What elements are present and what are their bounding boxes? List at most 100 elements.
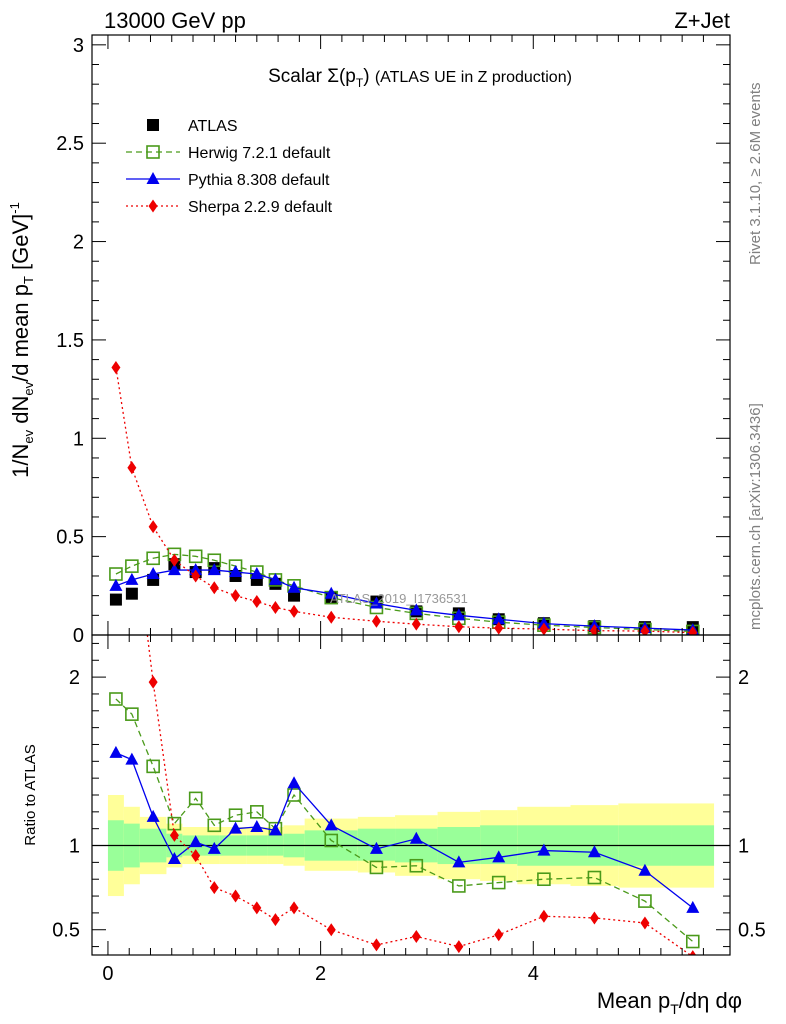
legend-marker-herwig (146, 145, 160, 159)
ratio-point-pythia (207, 841, 221, 854)
main-point-pythia (189, 563, 203, 576)
main-point-sherpa (127, 461, 137, 475)
ratio-point-sherpa (371, 938, 381, 952)
ratio-point-sherpa (111, 300, 120, 313)
legend-label-sherpa: Sherpa 2.2.9 default (188, 199, 333, 216)
ratio-point-sherpa (454, 940, 464, 954)
main-point-pythia (167, 563, 181, 576)
ratio-point-herwig (146, 759, 160, 774)
ratio-point-pythia (189, 835, 203, 848)
main-point-sherpa (539, 622, 549, 635)
ratio-point-sherpa (640, 916, 650, 930)
main-point-sherpa (371, 614, 381, 628)
main-point-sherpa (454, 620, 464, 634)
main-point-sherpa (191, 569, 201, 583)
main-point-sherpa (148, 520, 158, 534)
ratio-frame (91, 634, 731, 956)
main-point-sherpa (252, 595, 262, 609)
main-point-sherpa (640, 624, 650, 635)
ratio-point-pythia (167, 852, 181, 864)
ratio-axis-label: Ratio to ATLAS (22, 744, 39, 845)
main-point-pythia (125, 572, 139, 585)
ratio-point-herwig (188, 791, 203, 806)
y-tick-label: 1 (73, 428, 84, 450)
ratio-y-tick-label-right: 0.5 (738, 920, 766, 942)
ratio-point-sherpa (209, 881, 219, 895)
ratio-y-tick-label-right: 1 (738, 836, 749, 858)
main-point-sherpa (326, 610, 336, 624)
ratio-point-herwig (109, 692, 123, 706)
legend-label-pythia: Pythia 8.308 default (188, 172, 330, 189)
main-point-pythia (409, 603, 423, 616)
ratio-point-herwig (537, 872, 551, 887)
main-point-pythia (324, 586, 338, 599)
ratio-point-sherpa (411, 929, 421, 943)
ratio-point-sherpa (689, 950, 697, 955)
ratio-point-herwig (324, 833, 339, 848)
main-point-pythia (109, 578, 123, 591)
main-point-atlas (125, 587, 138, 600)
y-tick-label: 2 (73, 232, 84, 254)
ratio-point-sherpa (231, 889, 241, 903)
ratio-point-pythia (638, 863, 652, 876)
main-point-atlas (250, 573, 263, 586)
ratio-point-pythia (109, 745, 123, 758)
y-tick-label: 2.5 (56, 133, 84, 155)
ratio-point-sherpa (326, 923, 336, 937)
ratio-point-pythia (537, 843, 551, 856)
ratio-y-tick-label-right: 2 (738, 667, 749, 689)
ratio-point-herwig (491, 875, 506, 890)
legend-marker-pythia (146, 172, 160, 184)
legend-marker-atlas (147, 119, 159, 131)
ratio-point-herwig (587, 870, 602, 885)
ratio-point-herwig (125, 707, 139, 721)
ratio-point-herwig (250, 805, 264, 819)
main-point-sherpa (270, 600, 280, 614)
y-tick-label: 3 (73, 35, 84, 57)
ratio-point-herwig (207, 818, 222, 833)
mcplots-label: mcplots.cern.ch [arXiv:1306.3436] (747, 403, 764, 630)
y-axis-label: 1/Nev dNev/d mean pT [GeV]-1 (7, 202, 36, 478)
main-point-sherpa (111, 360, 121, 374)
ratio-point-sherpa (127, 502, 136, 515)
ratio-point-pythia (250, 820, 264, 832)
ratio-point-sherpa (191, 849, 201, 863)
ratio-line-herwig (115, 698, 694, 943)
ratio-point-sherpa (270, 913, 280, 927)
ratio-point-pythia (268, 823, 282, 836)
rivet-label: Rivet 3.1.10, ≥ 2.6M events (747, 83, 764, 266)
main-point-pythia (250, 567, 264, 580)
ratio-point-pythia (452, 855, 466, 868)
main-point-sherpa (688, 626, 698, 635)
y-tick-label: 0 (73, 625, 84, 647)
watermark: ATLAS_2019_I1736531 (330, 591, 468, 606)
ratio-point-herwig (409, 858, 424, 873)
ratio-point-pythia (587, 845, 601, 858)
main-point-pythia (207, 563, 221, 576)
ratio-point-herwig (685, 934, 700, 949)
main-title: Scalar Σ(pT) (ATLAS UE in Z production) (268, 66, 572, 90)
header-left: 13000 GeV pp (104, 8, 246, 33)
ratio-point-pythia (492, 850, 506, 863)
ratio-y-tick-label: 2 (69, 667, 80, 689)
main-point-atlas (109, 593, 122, 606)
main-point-pythia (452, 608, 466, 621)
legend-marker-sherpa (148, 199, 158, 213)
ratio-point-pythia (686, 900, 700, 913)
main-point-herwig (188, 549, 203, 564)
ratio-point-herwig (638, 894, 652, 908)
ratio-y-tick-label: 1 (69, 836, 80, 858)
ratio-point-pythia (287, 776, 301, 789)
ratio-point-sherpa (148, 675, 158, 689)
ratio-point-herwig (287, 788, 301, 802)
ratio-point-pythia (146, 809, 160, 822)
ratio-point-sherpa (289, 901, 299, 915)
main-point-sherpa (289, 604, 299, 618)
main-point-pythia (492, 612, 506, 625)
ratio-point-pythia (125, 752, 139, 765)
main-point-pythia (369, 596, 383, 609)
main-point-pythia (268, 572, 282, 585)
ratio-point-sherpa (494, 928, 504, 942)
ratio-point-sherpa (539, 909, 549, 923)
